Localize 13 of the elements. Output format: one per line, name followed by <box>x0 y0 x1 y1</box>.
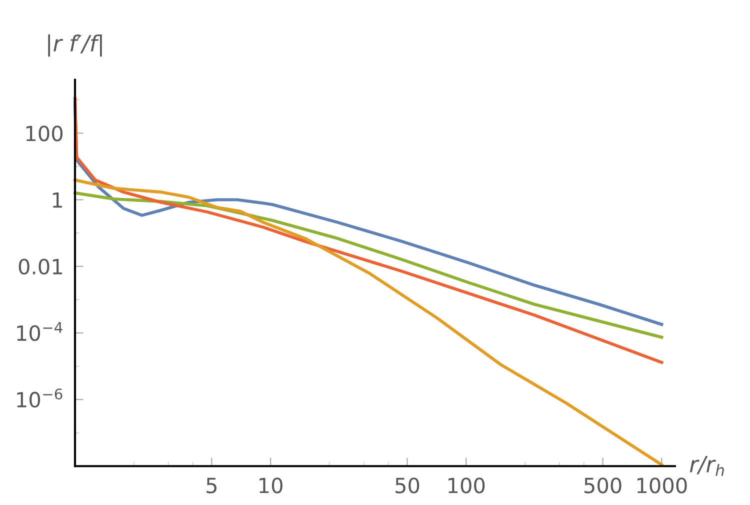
x-axis-title: r/r$_{h}$ <box>690 456 724 476</box>
x-tick-label: 1000 <box>637 478 687 494</box>
y-tick-label: 100 <box>26 126 63 142</box>
x-tick-label: 100 <box>448 478 485 494</box>
y-tick-label: 1 <box>52 192 62 208</box>
x-tick-label: 50 <box>396 478 420 494</box>
y-tick-label: 10$^{−6}$ <box>17 388 62 408</box>
y-tick-label: 0.01 <box>18 258 62 275</box>
x-tick-label: 10 <box>260 478 282 494</box>
x-tick-label: 500 <box>584 478 622 494</box>
y-tick-label: 10$^{−4}$ <box>17 322 62 341</box>
y-axis-title: |r f′/f| <box>48 34 102 57</box>
x-tick-label: 5 <box>206 478 216 494</box>
